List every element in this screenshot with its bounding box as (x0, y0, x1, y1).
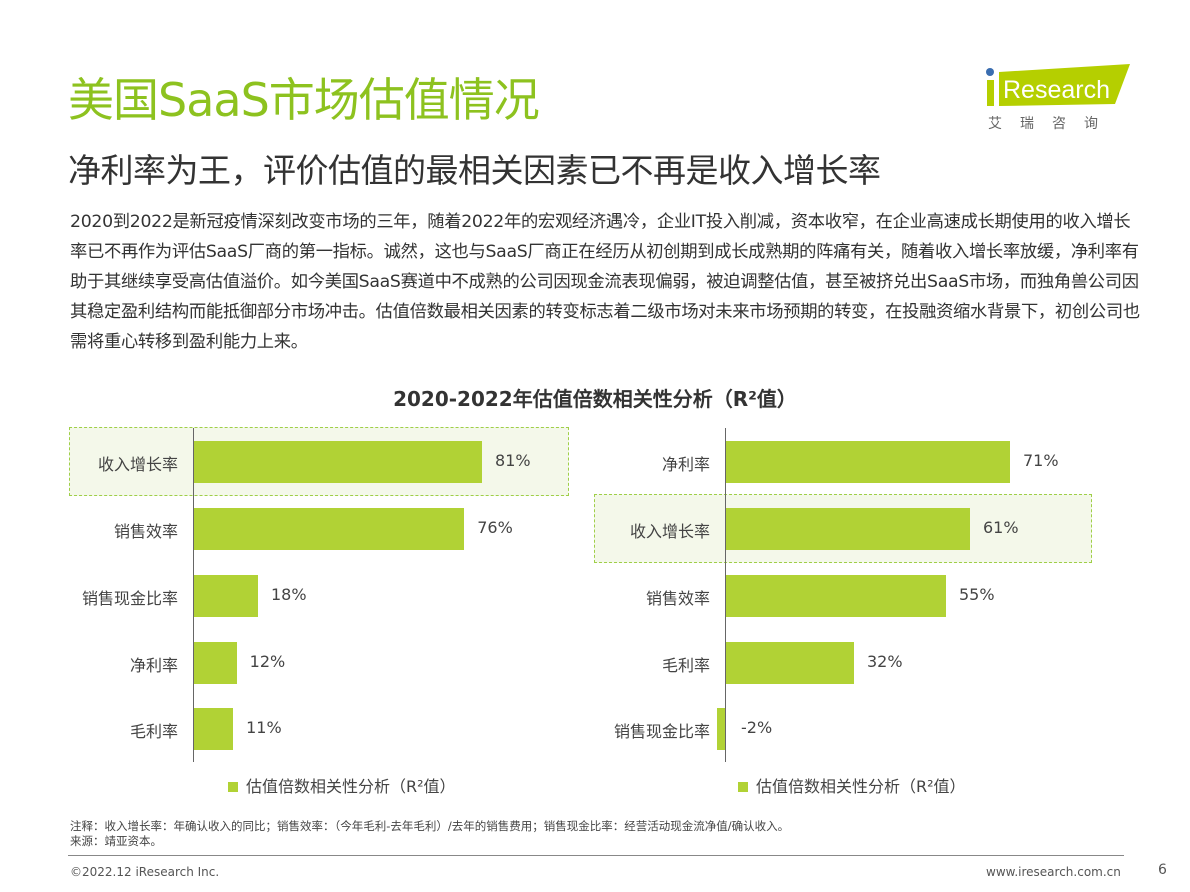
data-label: 18% (271, 585, 307, 604)
category-label: 销售效率 (645, 589, 710, 608)
category-label: 销售现金比率 (81, 589, 178, 608)
legend: 估值倍数相关性分析（R²值） (738, 773, 966, 797)
bar (194, 708, 234, 750)
legend-label: 估值倍数相关性分析（R²值） (246, 777, 456, 796)
data-label: 81% (495, 451, 531, 470)
category-axis (725, 428, 726, 762)
category-label: 收入增长率 (629, 522, 710, 541)
page-number: 6 (1158, 862, 1167, 878)
note-source: 来源：靖亚资本。 (70, 834, 162, 848)
data-label: -2% (741, 718, 773, 737)
data-label: 12% (249, 652, 286, 671)
category-label: 销售现金比率 (613, 722, 710, 741)
data-label: 32% (867, 652, 903, 671)
page-title: 美国SaaS市场估值情况 (68, 73, 540, 127)
category-label: 收入增长率 (97, 455, 178, 474)
category-label: 毛利率 (129, 722, 178, 741)
data-label: 61% (983, 518, 1019, 537)
legend-label: 估值倍数相关性分析（R²值） (756, 777, 966, 796)
copyright: ©2022.12 iResearch Inc. (70, 865, 220, 879)
category-label: 毛利率 (661, 656, 710, 675)
data-label: 71% (1023, 451, 1059, 470)
bar (194, 642, 237, 684)
bar (726, 575, 946, 617)
body-paragraph: 2020到2022是新冠疫情深刻改变市场的三年，随着2022年的宏观经济遇冷，企… (70, 212, 1140, 352)
page-subtitle: 净利率为王，评价估值的最相关因素已不再是收入增长率 (68, 151, 881, 190)
data-label: 76% (477, 518, 513, 537)
svg-text:艾瑞咨询: 艾瑞咨询 (988, 116, 1116, 132)
category-label: 销售效率 (113, 522, 178, 541)
bar (194, 575, 258, 617)
bar (726, 441, 1010, 483)
category-label: 净利率 (661, 455, 710, 474)
bar (726, 642, 854, 684)
legend: 估值倍数相关性分析（R²值） (228, 773, 456, 797)
website-link[interactable]: www.iresearch.com.cn (986, 865, 1121, 879)
svg-text:Research: Research (1003, 76, 1110, 104)
note-definition: 注释：收入增长率：年确认收入的同比；销售效率：（今年毛利-去年毛利）/去年的销售… (70, 819, 790, 833)
data-label: 11% (246, 718, 282, 737)
notes: 注释：收入增长率：年确认收入的同比；销售效率：（今年毛利-去年毛利）/去年的销售… (70, 819, 789, 849)
legend-swatch (228, 782, 238, 792)
bar (194, 441, 483, 483)
iresearch-logo: Research 艾瑞咨询 (986, 64, 1130, 132)
category-axis (193, 428, 194, 762)
legend-swatch (738, 782, 748, 792)
data-label: 55% (959, 585, 995, 604)
bar (726, 508, 970, 550)
category-label: 净利率 (129, 656, 178, 675)
bar (717, 708, 725, 750)
footer-divider (68, 855, 1124, 856)
bar (194, 508, 465, 550)
chart-title: 2020-2022年估值倍数相关性分析（R²值） (393, 387, 797, 411)
